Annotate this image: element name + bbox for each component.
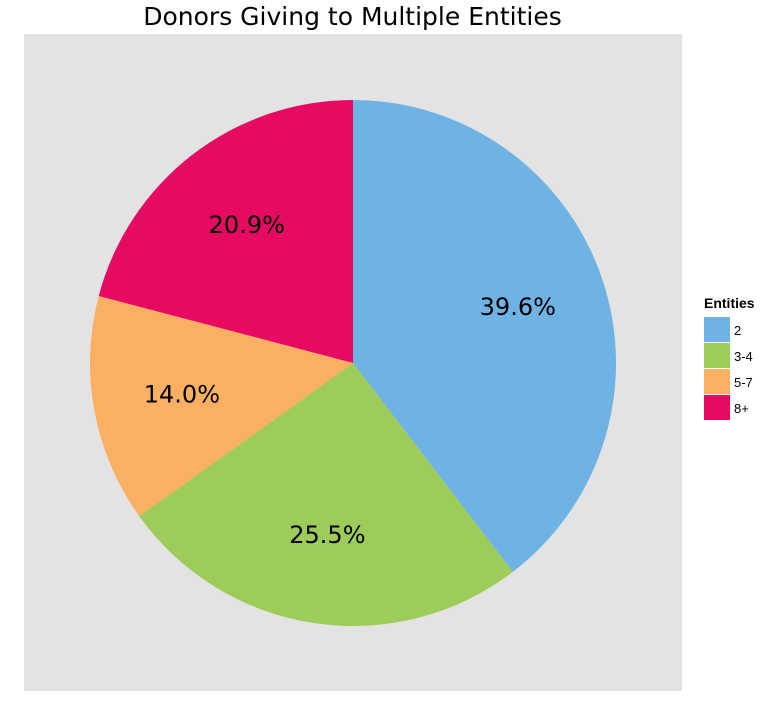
legend-key-3-4	[704, 343, 730, 369]
legend-title: Entities	[704, 295, 755, 311]
pie-chart: 39.6% 25.5% 14.0% 20.9%	[90, 100, 616, 626]
plot-panel: 39.6% 25.5% 14.0% 20.9%	[24, 34, 682, 691]
chart-title: Donors Giving to Multiple Entities	[143, 2, 562, 31]
pie-slice-5-7	[90, 295, 353, 517]
legend-label-5-7: 5-7	[734, 374, 753, 390]
slice-label-3-4: 25.5%	[289, 521, 365, 549]
legend-item-8plus: 8+	[704, 395, 755, 421]
slice-label-5-7: 14.0%	[144, 381, 220, 409]
legend-item-5-7: 5-7	[704, 369, 755, 395]
pie-slice-2	[353, 100, 616, 572]
legend-key-8plus	[704, 395, 730, 421]
pie-slice-8plus	[98, 100, 353, 363]
legend-label-3-4: 3-4	[734, 348, 753, 364]
legend-label-2: 2	[734, 322, 742, 338]
legend-label-8plus: 8+	[734, 400, 749, 416]
legend: Entities 2 3-4 5-7 8+	[704, 295, 755, 421]
slice-label-2: 39.6%	[480, 293, 556, 321]
pie-slice-3-4	[139, 363, 513, 626]
legend-key-5-7	[704, 369, 730, 395]
legend-key-2	[704, 317, 730, 343]
legend-item-2: 2	[704, 317, 755, 343]
slice-label-8plus: 20.9%	[209, 211, 285, 239]
legend-item-3-4: 3-4	[704, 343, 755, 369]
